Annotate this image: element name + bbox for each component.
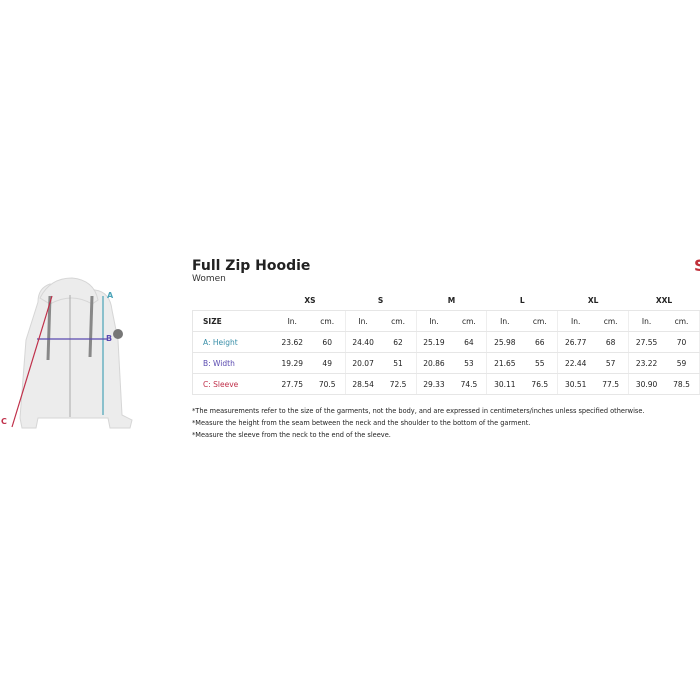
value-cm: 76.5 <box>522 373 559 395</box>
note: *The measurements refer to the size of t… <box>192 407 645 415</box>
label-b: B <box>106 334 112 343</box>
value-cm: 49 <box>309 352 346 374</box>
value-cm: 59 <box>664 352 700 374</box>
value-in: 25.19 <box>416 331 452 353</box>
value-cm: 77.5 <box>593 373 630 395</box>
value-in: 24.40 <box>345 331 381 353</box>
value-cm: 68 <box>593 331 630 353</box>
value-in: 21.65 <box>486 352 523 374</box>
table-row: B: Width 19.29 49 20.07 51 20.86 53 21.65 55 22.4… <box>192 352 700 374</box>
unit-cm: cm. <box>451 310 488 332</box>
product-title: Full Zip Hoodie <box>192 258 311 274</box>
value-in: 20.07 <box>345 352 381 374</box>
table-row: A: Height 23.62 60 24.40 62 25.19 64 25.98 66 26.… <box>192 331 700 353</box>
value-in: 30.90 <box>628 373 665 395</box>
size-chart-table: XS S M L XL XXL SIZE In. cm. In. cm. In. cm. In. cm. In… <box>192 290 700 395</box>
value-cm: 70.5 <box>309 373 346 395</box>
value-cm: 51 <box>380 352 417 374</box>
size-heading: S <box>345 290 417 311</box>
size-heading: XL <box>557 290 629 311</box>
unit-cm: cm. <box>522 310 559 332</box>
label-a: A <box>107 291 114 300</box>
value-cm: 53 <box>451 352 488 374</box>
value-in: 30.51 <box>557 373 594 395</box>
sleeve-line <box>11 295 53 428</box>
value-cm: 60 <box>309 331 346 353</box>
value-cm: 66 <box>522 331 559 353</box>
value-cm: 72.5 <box>380 373 417 395</box>
value-in: 29.33 <box>416 373 452 395</box>
brand-logo: S <box>694 256 700 275</box>
row-label: B: Width <box>192 352 275 374</box>
value-in: 19.29 <box>274 352 310 374</box>
product-subtitle: Women <box>192 274 226 284</box>
unit-cm: cm. <box>593 310 630 332</box>
size-header-row: XS S M L XL XXL <box>192 290 700 311</box>
value-cm: 78.5 <box>664 373 700 395</box>
value-in: 23.62 <box>274 331 310 353</box>
unit-cm: cm. <box>380 310 417 332</box>
value-in: 22.44 <box>557 352 594 374</box>
empty-cell <box>192 290 275 311</box>
size-heading: XXL <box>628 290 700 311</box>
value-in: 25.98 <box>486 331 523 353</box>
unit-header-row: SIZE In. cm. In. cm. In. cm. In. cm. In. cm. In. cm. <box>192 310 700 332</box>
size-heading: L <box>486 290 558 311</box>
hoodie-illustration <box>19 277 133 429</box>
value-in: 27.55 <box>628 331 665 353</box>
table-row: C: Sleeve 27.75 70.5 28.54 72.5 29.33 74.5 30.1… <box>192 373 700 395</box>
row-label: C: Sleeve <box>192 373 275 395</box>
unit-in: In. <box>486 310 523 332</box>
sleeve-badge-icon <box>113 329 123 339</box>
value-in: 28.54 <box>345 373 381 395</box>
unit-in: In. <box>416 310 452 332</box>
value-in: 26.77 <box>557 331 594 353</box>
drawstring-left <box>46 295 52 361</box>
value-in: 20.86 <box>416 352 452 374</box>
drawstring-right <box>88 295 94 358</box>
size-heading: XS <box>274 290 346 311</box>
hoodie-measurement-diagram: A B C <box>1 277 133 429</box>
unit-in: In. <box>628 310 665 332</box>
row-label: A: Height <box>192 331 275 353</box>
value-in: 30.11 <box>486 373 523 395</box>
value-in: 23.22 <box>628 352 665 374</box>
value-cm: 62 <box>380 331 417 353</box>
note: *Measure the height from the seam betwee… <box>192 419 531 427</box>
size-heading: M <box>416 290 487 311</box>
note: *Measure the sleeve from the neck to the… <box>192 431 391 439</box>
unit-cm: cm. <box>664 310 700 332</box>
value-cm: 74.5 <box>451 373 488 395</box>
value-cm: 57 <box>593 352 630 374</box>
measurement-notes: *The measurements refer to the size of t… <box>192 405 645 441</box>
value-cm: 64 <box>451 331 488 353</box>
unit-in: In. <box>274 310 310 332</box>
unit-in: In. <box>345 310 381 332</box>
unit-cm: cm. <box>309 310 346 332</box>
value-cm: 55 <box>522 352 559 374</box>
label-c: C <box>1 417 7 426</box>
unit-in: In. <box>557 310 594 332</box>
value-cm: 70 <box>664 331 700 353</box>
size-label: SIZE <box>192 310 275 332</box>
value-in: 27.75 <box>274 373 310 395</box>
